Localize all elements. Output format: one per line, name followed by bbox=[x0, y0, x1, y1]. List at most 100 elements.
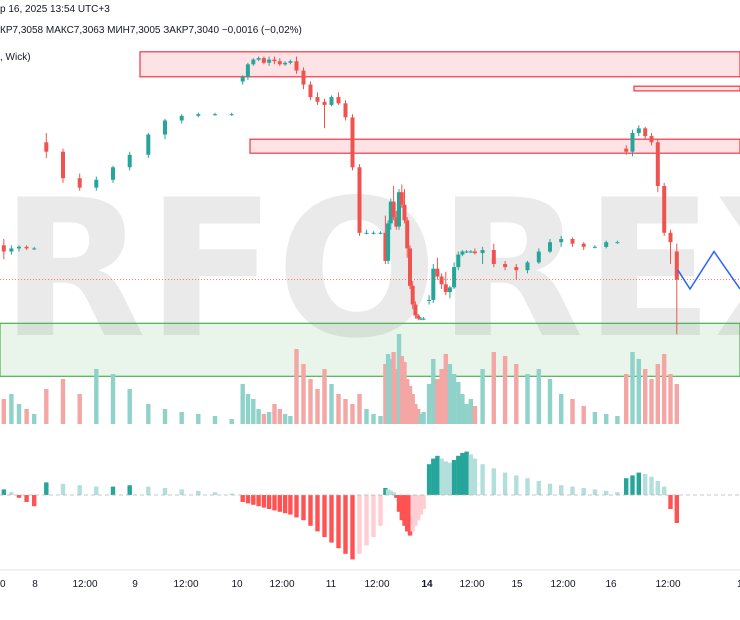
histogram-bar bbox=[443, 461, 448, 495]
histogram-bar bbox=[399, 495, 404, 521]
histogram-bar bbox=[655, 481, 660, 495]
histogram-bar bbox=[322, 495, 327, 537]
candle bbox=[386, 220, 391, 264]
support-zone[interactable] bbox=[0, 322, 740, 377]
candle-body bbox=[336, 97, 341, 104]
histogram-bar bbox=[388, 490, 393, 495]
indicator-legend: , Wick) bbox=[0, 52, 31, 63]
candles-layer bbox=[1, 56, 679, 335]
candle bbox=[288, 59, 293, 65]
candle bbox=[277, 58, 282, 66]
candle-body bbox=[127, 154, 132, 168]
candle bbox=[452, 262, 457, 289]
candle bbox=[418, 317, 423, 321]
histogram-bar bbox=[277, 495, 282, 512]
candle-body bbox=[378, 232, 383, 234]
candle bbox=[443, 271, 448, 296]
histogram-bar bbox=[256, 495, 261, 507]
candle bbox=[410, 281, 415, 310]
x-tick-label: 8 bbox=[32, 579, 38, 590]
histogram-bar bbox=[559, 485, 564, 495]
resistance-zone[interactable] bbox=[139, 51, 740, 78]
volume-bar bbox=[649, 379, 654, 424]
candle-body bbox=[570, 239, 575, 244]
candle bbox=[127, 151, 132, 171]
volume-bar bbox=[559, 394, 564, 424]
histogram-bar bbox=[357, 495, 362, 554]
candle-body bbox=[468, 251, 473, 253]
candle bbox=[378, 231, 383, 235]
candle-body bbox=[294, 61, 299, 71]
resistance-zone[interactable] bbox=[249, 138, 740, 154]
volume-bar bbox=[410, 394, 415, 424]
histogram-bar bbox=[447, 462, 453, 495]
candle-body bbox=[480, 250, 485, 254]
x-tick-label: 12:00 bbox=[655, 579, 680, 590]
candle-body bbox=[397, 192, 401, 227]
candle bbox=[548, 239, 552, 254]
candle bbox=[674, 243, 679, 335]
candle bbox=[447, 285, 452, 299]
candle-body bbox=[229, 114, 234, 116]
candle-body bbox=[460, 251, 465, 255]
candle-body bbox=[1, 245, 6, 252]
candle-body bbox=[536, 251, 541, 263]
histogram-bar bbox=[394, 495, 399, 498]
histogram-bar bbox=[410, 495, 415, 532]
forecast-path[interactable] bbox=[677, 250, 740, 291]
histogram-bar bbox=[649, 476, 654, 495]
volume-bar bbox=[77, 394, 82, 424]
histogram-bar bbox=[272, 495, 277, 511]
histogram-bar bbox=[261, 495, 267, 508]
histogram-bar bbox=[378, 495, 383, 526]
volume-bar bbox=[179, 412, 184, 424]
candle bbox=[283, 61, 288, 66]
histogram-bar bbox=[240, 495, 245, 502]
volume-bar bbox=[394, 369, 399, 424]
resistance-zone[interactable] bbox=[633, 85, 740, 92]
histogram-bar bbox=[343, 495, 348, 554]
histogram-bar bbox=[418, 495, 424, 515]
candle bbox=[251, 58, 256, 66]
candle-body bbox=[350, 117, 355, 168]
volume-bar bbox=[456, 382, 461, 424]
histogram-bar bbox=[364, 495, 369, 546]
volume-bar bbox=[256, 409, 261, 424]
candle-body bbox=[24, 246, 29, 249]
candle-body bbox=[9, 248, 14, 252]
candle-body bbox=[277, 61, 282, 65]
histogram-bar bbox=[385, 489, 391, 495]
candle-body bbox=[615, 242, 620, 244]
x-tick-label: 12:00 bbox=[269, 579, 294, 590]
histogram-bar bbox=[402, 495, 407, 526]
zones-layer bbox=[0, 51, 740, 377]
volume-bar bbox=[308, 379, 313, 424]
candle bbox=[615, 240, 620, 244]
volume-bar bbox=[196, 414, 201, 424]
volume-bar bbox=[315, 389, 320, 424]
candle bbox=[146, 133, 151, 158]
candle-body bbox=[668, 232, 673, 243]
candle bbox=[229, 112, 234, 116]
volume-bar bbox=[272, 404, 277, 424]
candle bbox=[196, 112, 201, 118]
histogram-bar bbox=[674, 495, 679, 523]
histogram-bar bbox=[624, 478, 629, 495]
candle-body bbox=[431, 268, 436, 300]
histogram-bar bbox=[416, 495, 421, 521]
volume-bar bbox=[391, 352, 396, 424]
histogram-bar bbox=[350, 495, 355, 560]
volume-bar bbox=[418, 414, 424, 424]
volume-bar bbox=[421, 412, 426, 424]
candle bbox=[570, 237, 575, 247]
volume-bar bbox=[383, 364, 388, 424]
volume-bar bbox=[399, 356, 404, 424]
candle-body bbox=[491, 250, 496, 264]
candle bbox=[77, 173, 82, 191]
candle-body bbox=[44, 142, 49, 152]
volume-bar bbox=[655, 364, 660, 424]
candle bbox=[491, 243, 496, 268]
candle-body bbox=[464, 251, 469, 253]
candle bbox=[261, 56, 266, 65]
